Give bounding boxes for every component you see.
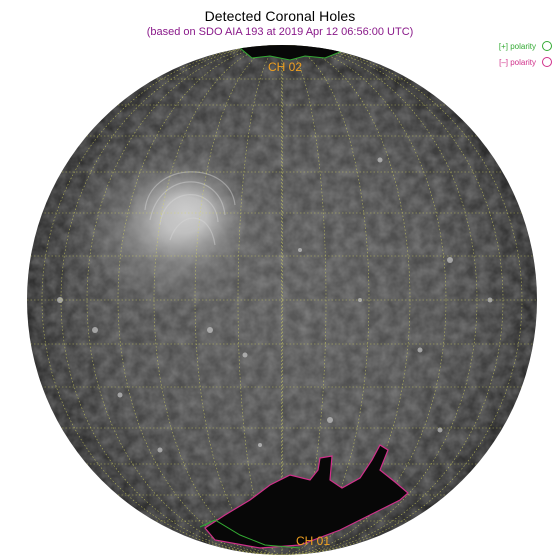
- legend-item-positive: [+] polarity: [499, 38, 552, 54]
- coronal-hole-label-ch01: CH 01: [296, 534, 331, 548]
- coronal-hole-ch01: [204, 444, 409, 549]
- positive-polarity-circle-icon: [542, 41, 552, 51]
- active-region-halo: [65, 145, 275, 315]
- figure-title: Detected Coronal Holes: [204, 8, 356, 24]
- coronal-loops: [144, 171, 236, 246]
- legend-negative-label: [–] polarity: [499, 57, 536, 67]
- legend-item-negative: [–] polarity: [499, 54, 552, 70]
- solar-surface-texture: [27, 45, 537, 555]
- bright-points: [57, 157, 493, 453]
- figure-subtitle: (based on SDO AIA 193 at 2019 Apr 12 06:…: [146, 26, 414, 38]
- coronal-hole-ch01-limb-segment: [199, 519, 301, 549]
- legend-positive-label: [+] polarity: [498, 41, 536, 51]
- coronal-hole-label-ch02: CH 02: [268, 60, 303, 74]
- coronal-hole-ch02: [238, 45, 341, 61]
- negative-polarity-circle-icon: [542, 57, 552, 67]
- polarity-legend: [+] polarity [–] polarity: [499, 38, 552, 70]
